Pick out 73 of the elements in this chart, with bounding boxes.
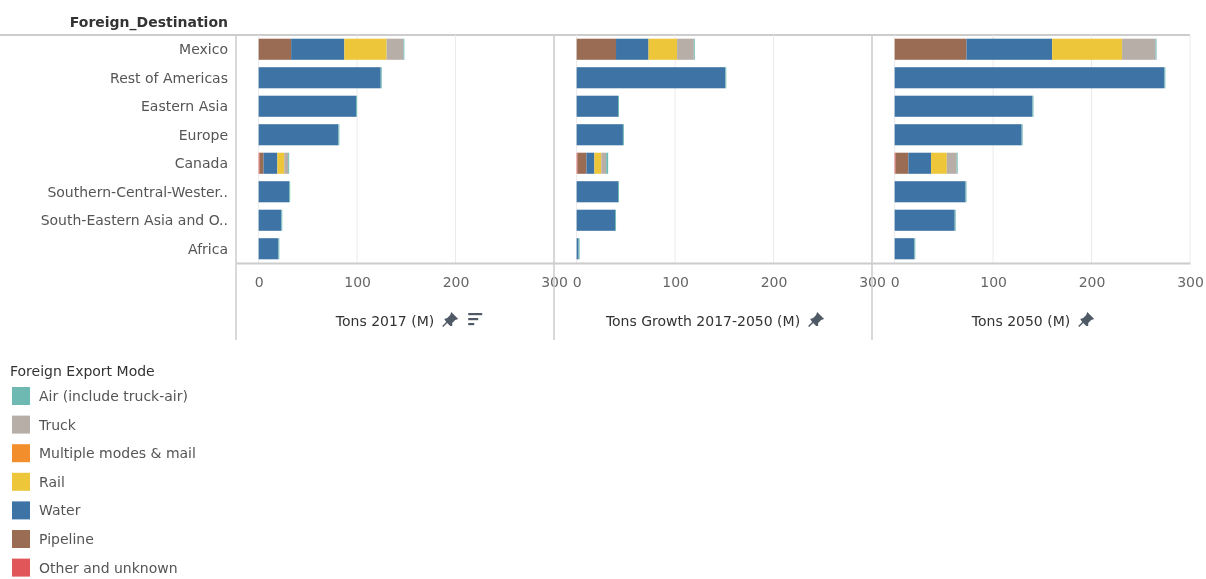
bar — [576, 38, 617, 60]
legend-label: Multiple modes & mail — [39, 445, 196, 462]
bar — [946, 152, 957, 174]
legend-label: Water — [39, 502, 81, 519]
x-tick-label: 300 — [541, 273, 568, 290]
x-tick-label: 0 — [254, 273, 264, 290]
bar — [258, 67, 381, 89]
bar — [894, 95, 1033, 117]
legend-label: Truck — [38, 416, 77, 433]
x-tick-label: 200 — [442, 273, 470, 290]
x-tick-label: 300 — [1177, 273, 1204, 290]
bar — [258, 181, 290, 203]
bar — [966, 38, 1053, 60]
x-axis-title: Tons 2050 (M) — [970, 313, 1071, 329]
bar — [931, 152, 947, 174]
bar — [894, 38, 967, 60]
x-tick-label: 200 — [760, 273, 788, 290]
y-tick-label: Canada — [174, 155, 228, 172]
x-axis-title: Tons Growth 2017-2050 (M) — [604, 313, 801, 329]
y-tick-label: Eastern Asia — [141, 98, 228, 115]
bar — [601, 152, 607, 174]
bar — [894, 181, 966, 203]
x-tick-label: 0 — [890, 273, 900, 290]
y-tick-label: Europe — [178, 126, 228, 143]
bar — [258, 95, 357, 117]
bar — [284, 152, 289, 174]
x-tick-label: 100 — [980, 273, 1007, 290]
legend-label: Pipeline — [39, 530, 94, 547]
bar — [291, 38, 345, 60]
bar — [586, 152, 595, 174]
legend-label: Air (include truck-air) — [39, 387, 188, 404]
bar — [259, 152, 264, 174]
x-axis-title: Tons 2017 (M) — [334, 313, 435, 329]
x-tick-label: 200 — [1078, 273, 1106, 290]
bar — [1122, 38, 1156, 60]
bar — [677, 38, 694, 60]
x-tick-label: 300 — [859, 273, 886, 290]
legend-label: Other and unknown — [39, 559, 178, 576]
bar — [616, 38, 649, 60]
bar — [894, 209, 955, 231]
bar — [258, 209, 282, 231]
bar — [344, 38, 387, 60]
x-tick-label: 0 — [572, 273, 582, 290]
y-tick-label: Rest of Americas — [110, 69, 228, 86]
bar — [386, 38, 404, 60]
bar — [258, 124, 339, 146]
bar — [576, 95, 618, 117]
bar — [908, 152, 932, 174]
bar — [258, 38, 292, 60]
bar — [576, 209, 616, 231]
bar — [648, 38, 678, 60]
bar — [894, 67, 1165, 89]
y-tick-label: Southern-Central-Wester.. — [47, 183, 228, 200]
y-tick-label: Mexico — [179, 41, 228, 58]
y-axis-title: Foreign_Destination — [69, 14, 228, 31]
bar — [594, 152, 602, 174]
x-tick-label: 100 — [662, 273, 689, 290]
x-tick-label: 100 — [344, 273, 371, 290]
bar — [576, 124, 623, 146]
legend-title: Foreign Export Mode — [10, 363, 155, 379]
bar — [577, 152, 587, 174]
bar — [1052, 38, 1123, 60]
bar — [894, 238, 915, 260]
bar — [894, 124, 1022, 146]
y-tick-label: Africa — [188, 240, 228, 257]
bar — [576, 181, 618, 203]
bar — [576, 67, 726, 89]
bar — [895, 152, 909, 174]
bar — [263, 152, 278, 174]
bar — [258, 238, 279, 260]
legend-label: Rail — [39, 473, 65, 490]
y-tick-label: South-Eastern Asia and O.. — [40, 212, 228, 229]
bar — [277, 152, 285, 174]
